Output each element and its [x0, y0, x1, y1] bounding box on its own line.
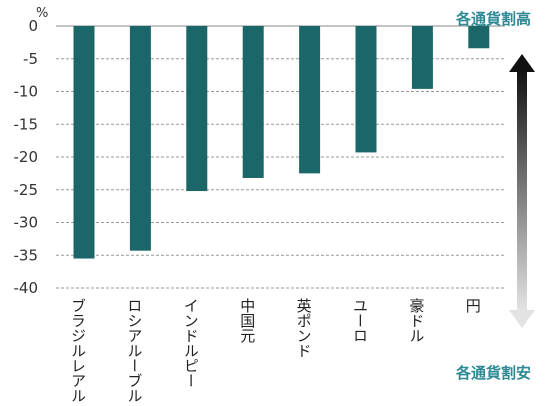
bar — [299, 26, 321, 174]
bar — [129, 26, 151, 251]
y-tick-label: -20 — [14, 148, 39, 166]
category-label: 円 — [464, 298, 482, 314]
bar — [186, 26, 208, 192]
bar — [355, 26, 377, 153]
category-label: ブラジルレアル — [69, 298, 87, 403]
category-label: 中国元 — [238, 298, 256, 344]
double-arrow-icon — [509, 54, 535, 328]
bar — [468, 26, 490, 49]
annotation-top: 各通貨割高 — [455, 10, 531, 28]
y-tick-label: -5 — [23, 50, 38, 68]
bar — [73, 26, 95, 259]
bar — [242, 26, 264, 178]
y-tick-label: -35 — [14, 246, 39, 264]
annotation-bottom: 各通貨割安 — [455, 364, 531, 382]
gridlines — [56, 25, 505, 289]
category-label: ユーロ — [351, 298, 369, 343]
bars — [73, 26, 490, 259]
y-tick-label: -30 — [14, 214, 39, 232]
category-label: 豪ドル — [407, 297, 425, 343]
y-tick-label: 0 — [28, 17, 38, 35]
category-label: 英ポンド — [295, 297, 313, 358]
y-tick-label: -25 — [14, 181, 39, 199]
category-label: ロシアルーブル — [125, 298, 143, 403]
y-tick-label: -10 — [14, 83, 39, 101]
category-labels: ブラジルレアル ロシアルーブル インドルピー 中国元 英ポンド ユーロ 豪ドル 円 — [69, 297, 482, 403]
y-tick-label: -15 — [14, 115, 39, 133]
bar — [411, 26, 433, 89]
y-unit-label: % — [36, 6, 48, 21]
category-label: インドルピー — [182, 298, 200, 388]
y-tick-label: -40 — [14, 279, 39, 297]
y-axis-ticks: 0 -5 -10 -15 -20 -25 -30 -35 -40 — [14, 17, 39, 297]
